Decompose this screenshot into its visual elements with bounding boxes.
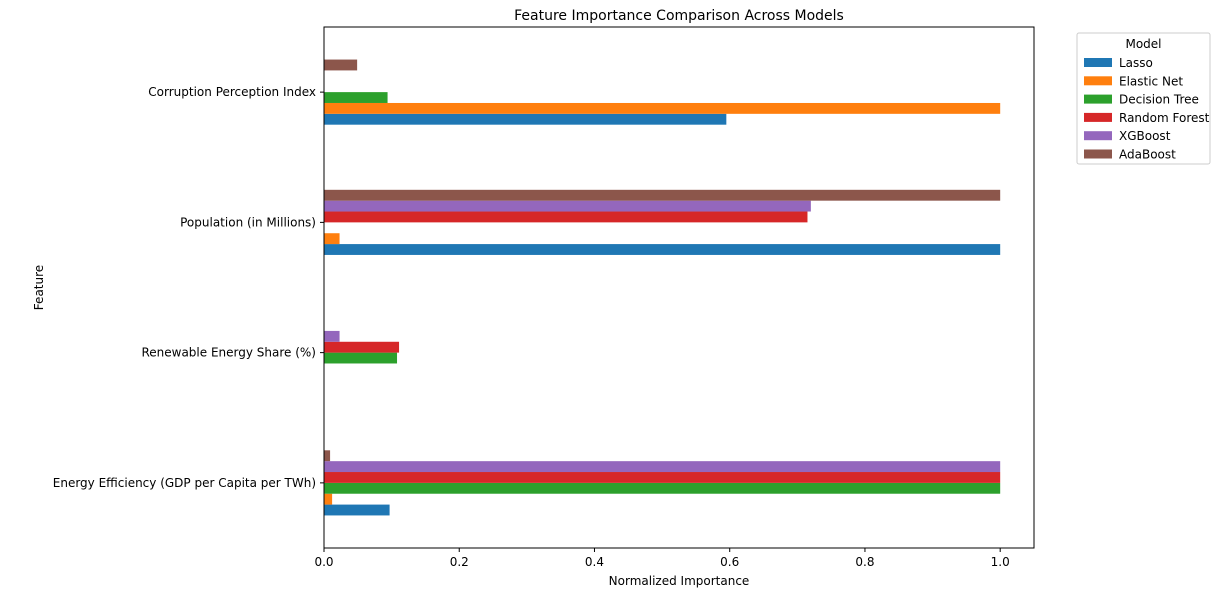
x-axis-ticks: 0.0 0.2 0.4 0.6 0.8 1.0 (314, 548, 1010, 569)
y-axis-ticks: Energy Efficiency (GDP per Capita per TW… (53, 85, 324, 490)
legend-entry: Random Forest (1119, 111, 1210, 125)
legend-swatch (1084, 149, 1112, 159)
legend-swatch (1084, 76, 1112, 86)
bar-elastic-net-2 (324, 233, 340, 245)
legend-entry: AdaBoost (1119, 148, 1176, 162)
legend-entry: Elastic Net (1119, 74, 1183, 88)
legend-items: Lasso Elastic Net Decision Tree Random Fore… (1084, 56, 1210, 162)
x-tick-label: 0.8 (855, 555, 874, 569)
bar-lasso-0 (324, 504, 390, 516)
bar-lasso-3 (324, 113, 727, 125)
legend-swatch (1084, 58, 1112, 67)
y-tick-label: Corruption Perception Index (148, 85, 316, 99)
x-tick-label: 0.2 (450, 555, 469, 569)
bar-lasso-2 (324, 244, 1001, 255)
x-tick-label: 0.6 (720, 555, 739, 569)
y-tick-label: Energy Efficiency (GDP per Capita per TW… (53, 476, 316, 490)
bar-xgboost-1 (324, 330, 340, 342)
y-tick-label: Population (in Millions) (180, 215, 316, 229)
bar-decision-tree-0 (324, 482, 1001, 494)
legend-swatch (1084, 131, 1112, 141)
legend-entry: Decision Tree (1119, 93, 1199, 107)
bar-adaboost-3 (324, 59, 358, 71)
bar-decision-tree-3 (324, 92, 388, 103)
legend-swatch (1084, 112, 1112, 122)
legend-entry: Lasso (1119, 56, 1153, 70)
bar-random-forest-2 (324, 211, 808, 223)
axes-frame (323, 26, 1035, 549)
bar-random-forest-0 (324, 472, 1001, 483)
chart-title: Feature Importance Comparison Across Mod… (514, 8, 844, 24)
bar-adaboost-2 (324, 189, 1001, 201)
bar-random-forest-1 (324, 341, 400, 353)
bar-adaboost-0 (324, 450, 331, 462)
bars-group (324, 59, 1001, 516)
legend-swatch (1084, 94, 1112, 104)
bar-elastic-net-0 (324, 493, 333, 505)
legend-entry: XGBoost (1119, 129, 1171, 143)
bar-decision-tree-1 (324, 352, 398, 364)
bar-xgboost-0 (324, 461, 1001, 473)
x-axis-label: Normalized Importance (609, 574, 750, 588)
bar-xgboost-2 (324, 200, 811, 212)
y-axis-label: Feature (32, 265, 46, 310)
legend: Model Lasso Elastic Net Decision Tree Rando… (1076, 32, 1211, 165)
x-tick-label: 1.0 (991, 555, 1010, 569)
legend-title: Model (1125, 37, 1161, 51)
bar-elastic-net-3 (324, 102, 1001, 114)
y-tick-label: Renewable Energy Share (%) (141, 346, 316, 360)
x-tick-label: 0.0 (314, 555, 333, 569)
x-tick-label: 0.4 (585, 555, 604, 569)
